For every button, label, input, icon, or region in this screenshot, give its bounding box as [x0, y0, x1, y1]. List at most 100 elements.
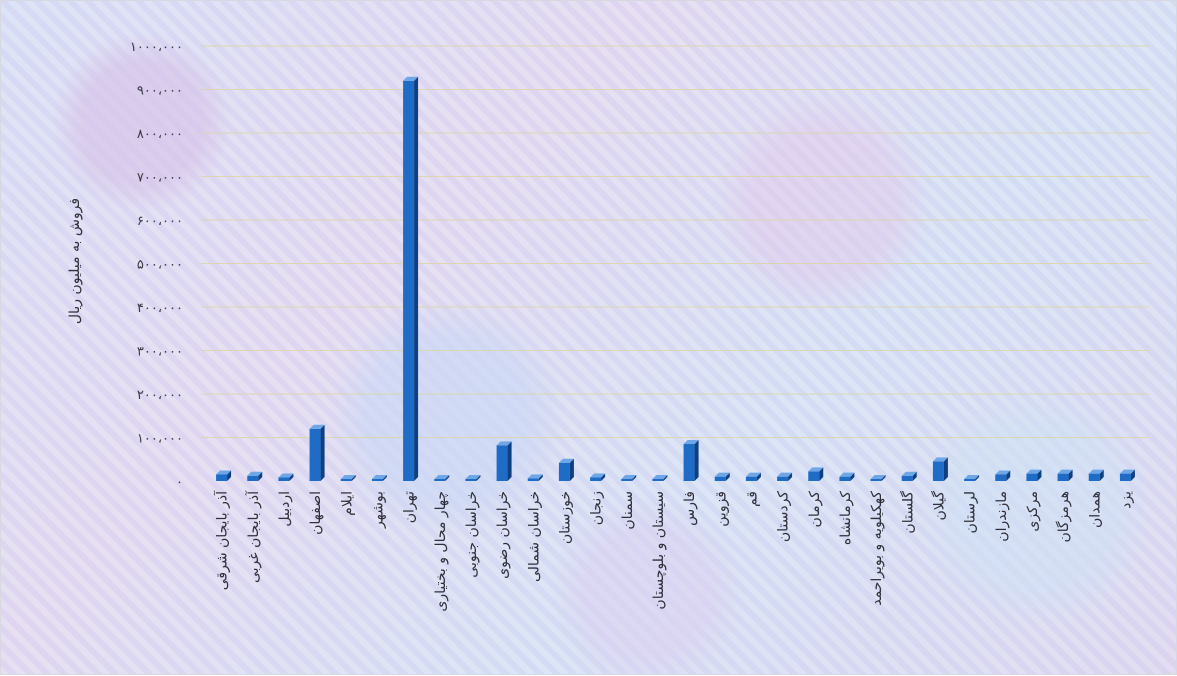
bar-top — [901, 471, 917, 476]
bar-front — [683, 444, 695, 481]
bar-top — [309, 424, 325, 429]
x-category-label: بوشهر — [370, 491, 386, 529]
bar-top — [465, 475, 481, 479]
bar-front — [340, 479, 352, 481]
bar-front — [932, 461, 944, 481]
x-category-label: گیلان — [930, 491, 947, 521]
x-category-label: گلستان — [899, 491, 916, 534]
x-category-label: همدان — [1087, 491, 1103, 528]
bar — [216, 470, 232, 481]
bar-top — [1057, 469, 1073, 474]
bar-top — [745, 472, 761, 477]
bar — [590, 473, 606, 481]
bar-top — [247, 471, 263, 476]
x-category-label: کهکیلویه و بویراحمد — [869, 491, 885, 606]
bar-front — [1088, 473, 1100, 481]
bar-top — [403, 76, 419, 81]
bar-top — [278, 473, 294, 478]
x-category-label: سیستان و بلوچستان — [651, 491, 667, 610]
x-category-label: کرمانشاه — [838, 491, 854, 545]
bar — [932, 457, 948, 481]
bar-side — [725, 472, 730, 481]
x-category-label: زنجان — [589, 491, 605, 525]
x-category-label: یزد — [1118, 491, 1134, 509]
bar-front — [1057, 473, 1069, 481]
bar-front — [247, 475, 259, 481]
bar-side — [850, 472, 855, 481]
bar-top — [340, 475, 356, 479]
bar-top — [652, 475, 668, 479]
bar — [340, 475, 356, 481]
bar — [558, 458, 574, 481]
x-category-label: خراسان رضوی — [495, 491, 511, 579]
bar-front — [527, 478, 539, 481]
bar-top — [839, 472, 855, 477]
bar-side — [351, 475, 356, 481]
y-tick-label: ۸۰۰،۰۰۰ — [137, 127, 183, 142]
bar-side — [943, 457, 948, 481]
bar-top — [434, 475, 450, 479]
bar-front — [216, 474, 228, 481]
bar — [652, 475, 668, 481]
bar-side — [912, 471, 917, 481]
bar-top — [995, 470, 1011, 475]
bar-top — [932, 457, 948, 462]
bar-side — [788, 472, 793, 481]
bar-top — [371, 475, 387, 479]
bar-side — [507, 441, 512, 481]
bar-front — [1026, 473, 1038, 481]
y-axis-label: فروش به میلیون ریال — [67, 198, 83, 324]
bar-front — [652, 479, 664, 481]
bar-top — [496, 441, 512, 446]
bar-side — [975, 475, 980, 481]
x-category-label: سمنان — [620, 491, 636, 530]
bar-top — [621, 475, 637, 479]
x-category-label: فارس — [682, 491, 698, 526]
bar-top — [777, 472, 793, 477]
y-tick-label: ۶۰۰،۰۰۰ — [137, 214, 183, 229]
bar-front — [1119, 473, 1131, 481]
gridlines — [201, 45, 1149, 438]
x-category-label: قم — [744, 491, 760, 507]
bar-side — [601, 473, 606, 481]
y-tick-label: ۵۰۰،۰۰۰ — [137, 258, 183, 273]
bar-front — [496, 445, 508, 481]
bar-side — [445, 475, 450, 481]
x-category-label: چهار محال و بختیاری — [433, 491, 449, 612]
bar-side — [1099, 469, 1104, 481]
y-tick-label: ۱۰۰۰،۰۰۰ — [130, 40, 183, 55]
x-category-label: اردبیل — [277, 491, 293, 527]
bar-side — [258, 471, 263, 481]
bar-side — [476, 475, 481, 481]
bar-side — [1037, 469, 1042, 481]
bar-side — [819, 467, 824, 481]
x-category-label: خراسان جنوبی — [464, 491, 480, 578]
bars — [216, 76, 1135, 482]
bar-front — [590, 477, 602, 481]
bar-front — [745, 476, 757, 481]
bar-front — [777, 476, 789, 481]
bar-side — [414, 76, 419, 482]
bar — [247, 471, 263, 481]
x-category-label: خراسان شمالی — [526, 491, 542, 582]
bar-side — [227, 470, 232, 481]
bar-front — [371, 479, 383, 481]
bar-top — [558, 458, 574, 463]
x-category-label: کردستان — [776, 491, 792, 542]
bar — [1088, 469, 1104, 481]
x-category-label: آذر بایجان غربی — [245, 490, 262, 583]
x-category-label: قزوین — [713, 491, 729, 527]
bar-top — [870, 475, 886, 479]
y-tick-label: ۱۰۰،۰۰۰ — [137, 432, 183, 447]
x-category-label: هرمزگان — [1055, 491, 1072, 543]
bar — [777, 472, 793, 481]
bar-top — [808, 467, 824, 472]
bar-front — [309, 428, 321, 481]
bar-front — [870, 479, 882, 481]
x-category-label: مرکزی — [1025, 491, 1041, 532]
bar-front — [278, 477, 290, 481]
y-tick-label: ۷۰۰،۰۰۰ — [137, 171, 183, 186]
bar-front — [995, 474, 1007, 481]
y-tick-label: ۳۰۰،۰۰۰ — [137, 345, 183, 360]
